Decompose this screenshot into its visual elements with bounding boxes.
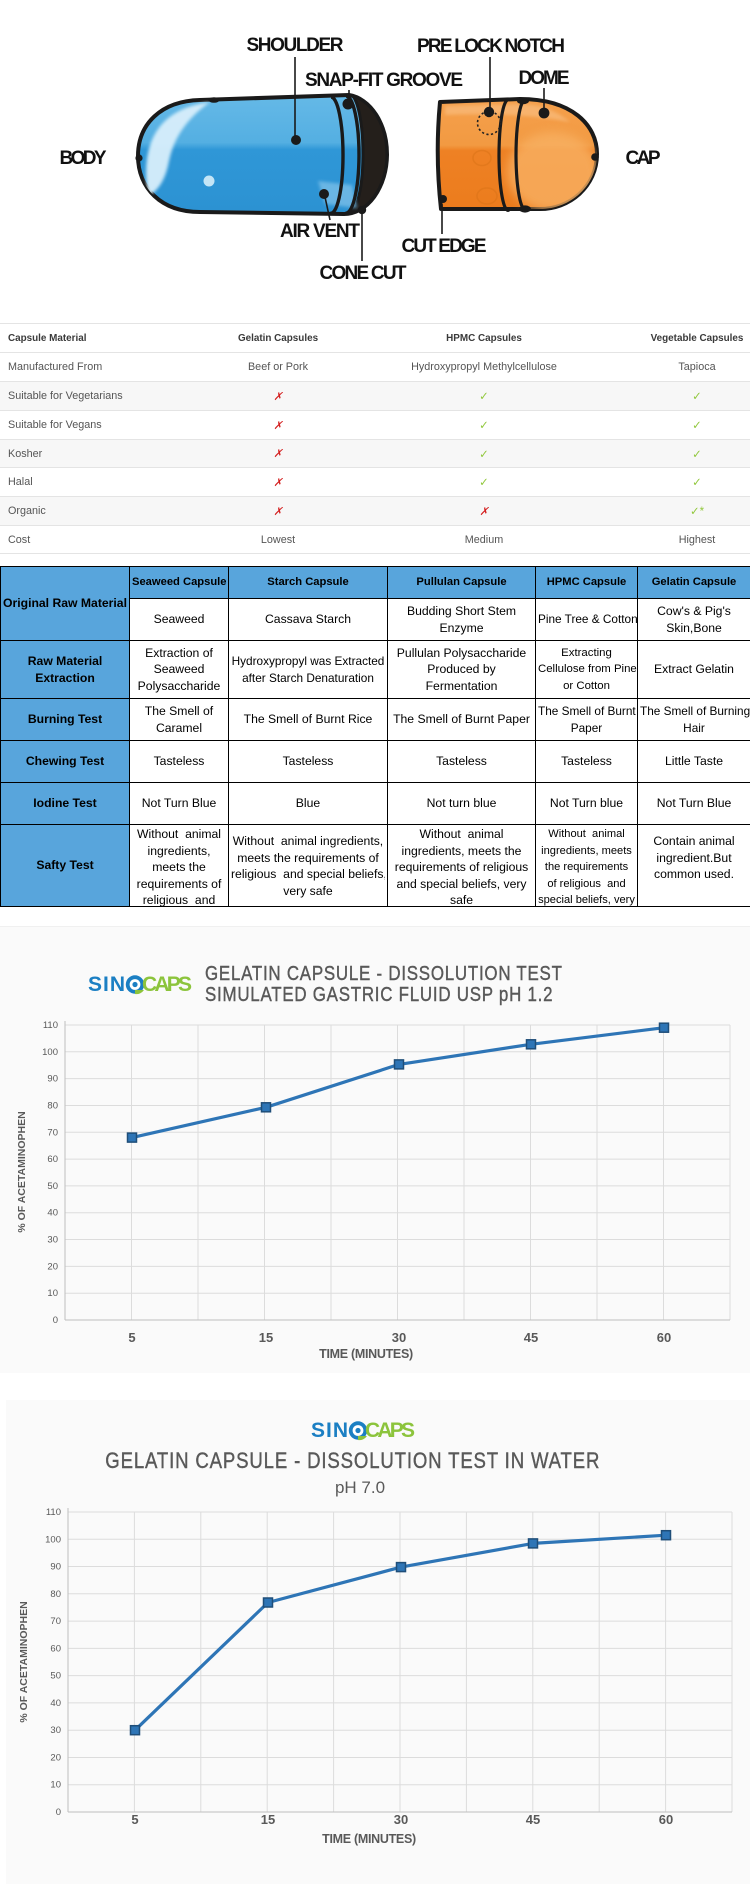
svg-text:% OF ACETAMINOPHEN: % OF ACETAMINOPHEN	[16, 1111, 28, 1232]
svg-text:90: 90	[50, 1562, 61, 1573]
svg-text:SNAP-FIT GROOVE: SNAP-FIT GROOVE	[305, 70, 463, 91]
svg-text:BODY: BODY	[60, 148, 107, 169]
svg-text:20: 20	[47, 1261, 58, 1272]
svg-text:110: 110	[43, 1020, 58, 1031]
svg-text:CONE CUT: CONE CUT	[320, 263, 407, 284]
svg-text:50: 50	[50, 1671, 61, 1682]
svg-text:15: 15	[261, 1812, 275, 1827]
svg-text:60: 60	[659, 1812, 673, 1827]
svg-text:40: 40	[50, 1698, 61, 1709]
svg-text:0: 0	[53, 1315, 58, 1326]
svg-text:80: 80	[50, 1589, 61, 1600]
svg-text:10: 10	[47, 1288, 58, 1299]
svg-text:5: 5	[131, 1812, 138, 1827]
svg-text:% OF ACETAMINOPHEN: % OF ACETAMINOPHEN	[18, 1601, 30, 1722]
svg-text:SHOULDER: SHOULDER	[247, 35, 344, 56]
svg-text:45: 45	[526, 1812, 540, 1827]
svg-text:60: 60	[50, 1643, 61, 1654]
svg-text:SIN: SIN	[88, 973, 125, 995]
svg-text:DOME: DOME	[519, 68, 570, 89]
svg-text:5: 5	[128, 1330, 135, 1345]
svg-text:SIN: SIN	[311, 1419, 348, 1441]
svg-text:80: 80	[47, 1101, 58, 1112]
svg-text:AIR VENT: AIR VENT	[280, 221, 360, 242]
svg-text:TIME (MINUTES): TIME (MINUTES)	[322, 1832, 416, 1846]
svg-text:0: 0	[56, 1807, 61, 1818]
svg-text:60: 60	[47, 1154, 58, 1165]
svg-text:30: 30	[392, 1330, 406, 1345]
svg-text:90: 90	[47, 1074, 58, 1085]
svg-text:40: 40	[47, 1208, 58, 1219]
svg-text:60: 60	[657, 1330, 671, 1345]
svg-text:CAPS: CAPS	[365, 1419, 415, 1441]
svg-text:PRE LOCK NOTCH: PRE LOCK NOTCH	[417, 36, 565, 57]
svg-text:70: 70	[47, 1127, 58, 1138]
svg-text:100: 100	[45, 1534, 61, 1545]
svg-text:50: 50	[47, 1181, 58, 1192]
svg-text:100: 100	[42, 1047, 58, 1058]
svg-text:110: 110	[46, 1507, 61, 1518]
svg-text:30: 30	[394, 1812, 408, 1827]
svg-text:45: 45	[524, 1330, 538, 1345]
svg-text:TIME (MINUTES): TIME (MINUTES)	[319, 1347, 413, 1361]
svg-text:30: 30	[50, 1725, 61, 1736]
svg-text:20: 20	[50, 1753, 61, 1764]
svg-text:10: 10	[50, 1780, 61, 1791]
svg-text:15: 15	[259, 1330, 273, 1345]
svg-text:CUT EDGE: CUT EDGE	[402, 236, 487, 257]
svg-text:70: 70	[50, 1616, 61, 1627]
svg-text:CAPS: CAPS	[142, 973, 192, 995]
svg-text:30: 30	[47, 1235, 58, 1246]
svg-text:CAP: CAP	[626, 148, 661, 169]
